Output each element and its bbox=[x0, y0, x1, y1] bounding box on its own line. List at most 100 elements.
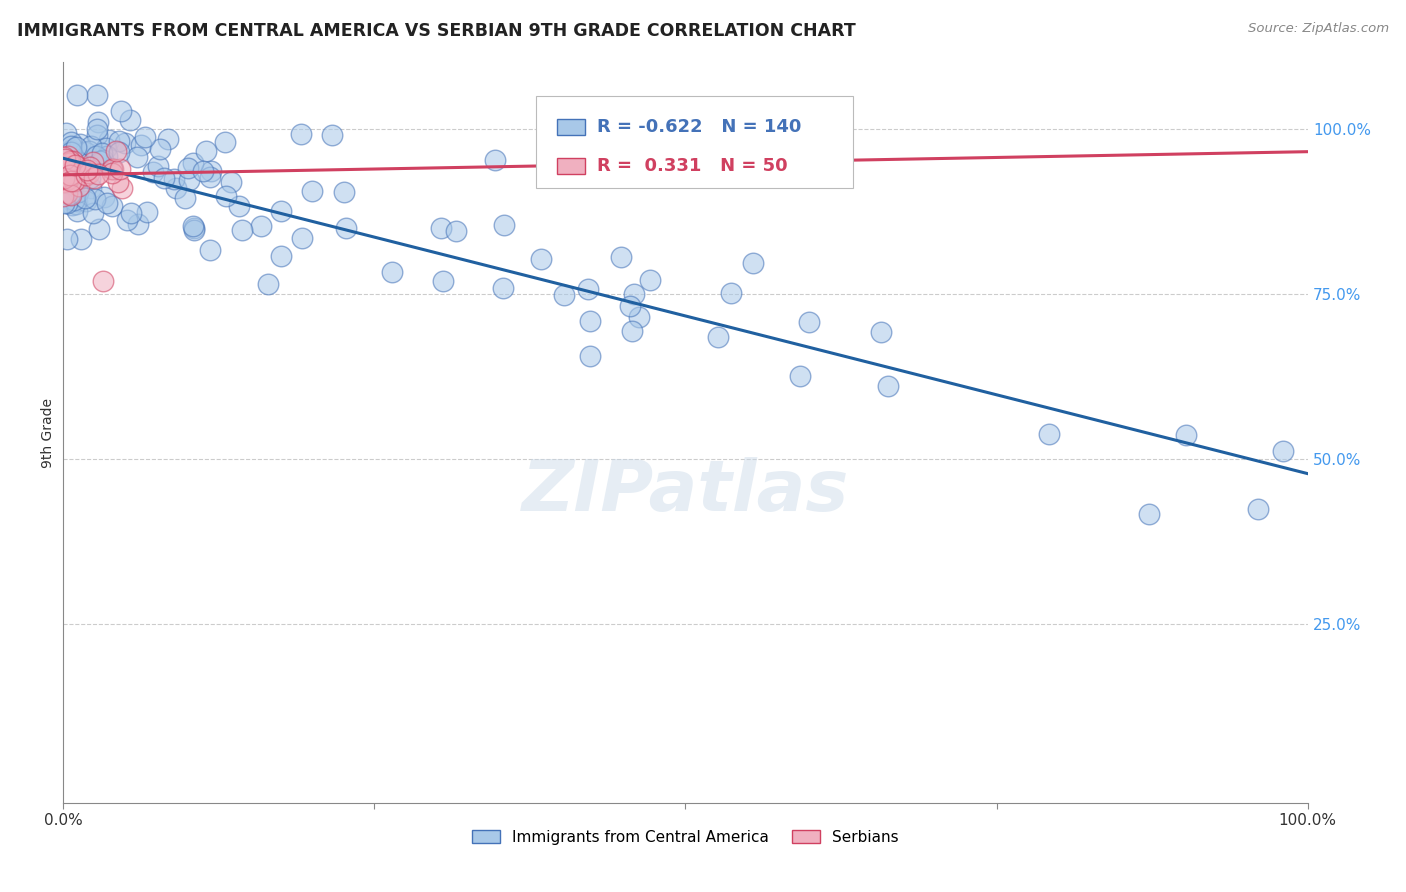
Point bbox=[52, 175, 75, 189]
Point bbox=[101, 199, 124, 213]
Point bbox=[66, 159, 89, 173]
Point bbox=[73, 145, 96, 159]
Point bbox=[870, 325, 893, 339]
Point bbox=[1247, 501, 1270, 516]
Point bbox=[228, 199, 250, 213]
Point bbox=[56, 170, 79, 185]
Point bbox=[52, 188, 75, 202]
Point bbox=[84, 148, 107, 162]
Point bbox=[494, 218, 516, 232]
Point bbox=[55, 159, 77, 173]
Point bbox=[59, 136, 82, 150]
Point bbox=[55, 169, 77, 183]
Point bbox=[77, 166, 100, 180]
Point bbox=[163, 172, 186, 186]
Point bbox=[53, 161, 76, 176]
Point bbox=[194, 145, 217, 159]
Point bbox=[82, 154, 104, 169]
Point bbox=[89, 153, 111, 168]
Text: R =  0.331   N = 50: R = 0.331 N = 50 bbox=[598, 157, 787, 175]
Point bbox=[492, 281, 515, 295]
Point bbox=[53, 147, 76, 161]
Point bbox=[82, 206, 104, 220]
Point bbox=[86, 128, 108, 142]
Point bbox=[52, 196, 75, 211]
Point bbox=[114, 136, 136, 150]
Point bbox=[628, 310, 651, 324]
Point bbox=[623, 287, 645, 301]
Point bbox=[56, 186, 79, 200]
Point bbox=[432, 274, 454, 288]
Point bbox=[177, 173, 200, 187]
Point bbox=[381, 265, 404, 279]
Point bbox=[115, 212, 138, 227]
Point bbox=[87, 221, 110, 235]
Point bbox=[53, 162, 76, 177]
Point bbox=[66, 88, 89, 103]
Point bbox=[579, 349, 602, 363]
Text: R = -0.622   N = 140: R = -0.622 N = 140 bbox=[598, 118, 801, 136]
Point bbox=[156, 132, 179, 146]
Point bbox=[66, 185, 89, 199]
Point bbox=[59, 187, 82, 202]
Point bbox=[1175, 428, 1198, 442]
Point bbox=[55, 156, 77, 170]
Point bbox=[183, 219, 205, 234]
Point bbox=[55, 157, 77, 171]
Point bbox=[59, 193, 82, 207]
Point bbox=[59, 143, 82, 157]
Point bbox=[181, 156, 204, 170]
Point bbox=[200, 163, 222, 178]
Point bbox=[69, 136, 91, 151]
Point bbox=[66, 203, 89, 218]
Point bbox=[176, 161, 198, 175]
Point bbox=[108, 134, 131, 148]
Point bbox=[63, 160, 86, 174]
Point bbox=[118, 112, 141, 127]
Point bbox=[65, 196, 87, 211]
Point bbox=[91, 145, 114, 160]
Point bbox=[52, 168, 75, 182]
Point bbox=[610, 250, 633, 264]
Point bbox=[270, 204, 292, 219]
Point bbox=[877, 379, 900, 393]
Point bbox=[83, 192, 105, 206]
Point bbox=[58, 149, 80, 163]
Point bbox=[578, 313, 600, 327]
Point bbox=[69, 232, 91, 246]
Point bbox=[430, 221, 453, 235]
Point bbox=[221, 175, 243, 189]
Point bbox=[101, 161, 124, 176]
Point bbox=[148, 159, 170, 173]
Point bbox=[62, 154, 84, 169]
Point bbox=[742, 256, 765, 270]
Point bbox=[53, 173, 76, 187]
Point bbox=[56, 170, 79, 185]
Text: IMMIGRANTS FROM CENTRAL AMERICA VS SERBIAN 9TH GRADE CORRELATION CHART: IMMIGRANTS FROM CENTRAL AMERICA VS SERBI… bbox=[17, 22, 856, 40]
Point bbox=[576, 282, 599, 296]
Point bbox=[619, 300, 641, 314]
Point bbox=[444, 224, 467, 238]
Point bbox=[108, 162, 131, 177]
Point bbox=[60, 198, 83, 212]
Point bbox=[87, 151, 110, 165]
Point bbox=[75, 191, 97, 205]
Point bbox=[86, 88, 108, 103]
Y-axis label: 9th Grade: 9th Grade bbox=[41, 398, 55, 467]
Point bbox=[59, 150, 82, 164]
Point bbox=[125, 149, 148, 163]
Point bbox=[62, 174, 84, 188]
Point bbox=[530, 252, 553, 267]
Point bbox=[55, 126, 77, 140]
Point bbox=[79, 160, 101, 174]
Point bbox=[183, 223, 205, 237]
Point bbox=[789, 369, 811, 384]
Point bbox=[174, 191, 197, 205]
Point bbox=[67, 154, 90, 169]
Point bbox=[149, 142, 172, 156]
Point bbox=[96, 196, 118, 211]
FancyBboxPatch shape bbox=[557, 119, 585, 135]
Point bbox=[56, 232, 79, 246]
Point bbox=[53, 161, 76, 176]
Point bbox=[58, 156, 80, 170]
